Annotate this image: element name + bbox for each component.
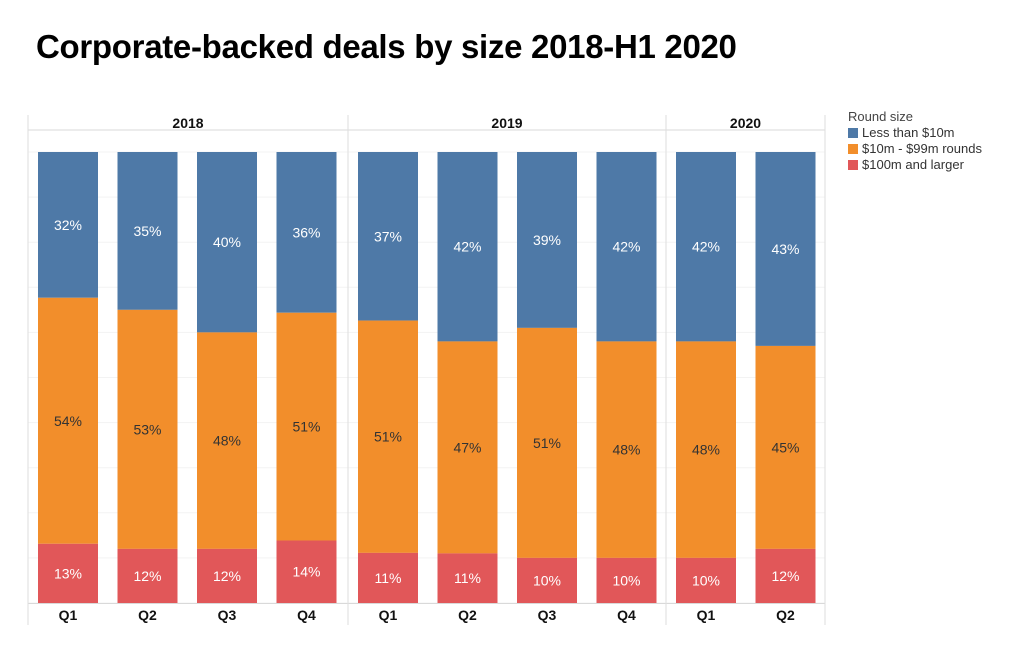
bar-segment-2020-Q2-0 (755, 152, 816, 346)
bar-segment-2020-Q1-0 (676, 152, 736, 342)
data-label-2019-Q2-0: 42% (453, 239, 481, 255)
legend-swatch-large (848, 160, 858, 170)
bar-segment-2018-Q1-0 (38, 152, 98, 298)
legend-swatch-small (848, 128, 858, 138)
data-label-2019-Q4-1: 48% (612, 442, 640, 458)
data-label-2019-Q4-2: 10% (612, 572, 640, 588)
bar-segment-2018-Q1-2 (38, 543, 98, 603)
bar-segment-2018-Q2-0 (117, 152, 178, 310)
x-tick-label-2020-Q2: Q2 (776, 607, 795, 623)
x-tick-label-2018-Q4: Q4 (297, 607, 316, 623)
chart-title: Corporate-backed deals by size 2018-H1 2… (36, 28, 737, 65)
data-label-2018-Q2-2: 12% (133, 568, 161, 584)
bar-segment-2019-Q1-1 (358, 320, 418, 553)
data-label-2018-Q1-2: 13% (54, 565, 82, 581)
legend-item-small[interactable]: Less than $10m (848, 125, 982, 141)
data-label-2018-Q3-1: 48% (213, 433, 241, 449)
data-label-2020-Q2-2: 12% (771, 568, 799, 584)
legend-label-large: $100m and larger (862, 157, 964, 172)
bar-segment-2018-Q4-2 (276, 540, 337, 603)
x-tick-label-2018-Q1: Q1 (59, 607, 78, 623)
data-label-2019-Q2-2: 11% (454, 570, 481, 586)
data-label-2019-Q2-1: 47% (453, 439, 481, 455)
bar-segment-2018-Q2-2 (117, 548, 178, 603)
data-label-2019-Q3-1: 51% (533, 435, 561, 451)
x-tick-label-2020-Q1: Q1 (697, 607, 716, 623)
x-tick-label-2018-Q3: Q3 (218, 607, 237, 623)
data-label-2020-Q1-2: 10% (692, 572, 720, 588)
data-label-2019-Q3-2: 10% (533, 572, 561, 588)
bar-segment-2018-Q3-2 (197, 548, 257, 603)
data-label-2018-Q3-0: 40% (213, 234, 241, 250)
panel-header-2020: 2020 (730, 115, 761, 131)
data-label-2019-Q4-0: 42% (612, 239, 640, 255)
bar-segment-2020-Q1-2 (676, 557, 736, 603)
bar-segment-2018-Q1-1 (38, 297, 98, 544)
bar-segment-2019-Q1-0 (358, 152, 418, 321)
data-label-2018-Q4-1: 51% (292, 419, 320, 435)
bar-segment-2018-Q2-1 (117, 309, 178, 549)
data-label-2019-Q1-1: 51% (374, 429, 402, 445)
bar-segment-2018-Q3-1 (197, 332, 257, 549)
bar-segment-2020-Q2-2 (755, 548, 816, 603)
data-label-2018-Q3-2: 12% (213, 568, 241, 584)
legend-title: Round size (848, 109, 914, 124)
bar-segment-2019-Q4-2 (596, 557, 657, 603)
data-label-2018-Q1-1: 54% (54, 413, 82, 429)
bar-segment-2019-Q2-2 (437, 553, 498, 603)
data-label-2019-Q3-0: 39% (533, 232, 561, 248)
data-label-2019-Q1-0: 37% (374, 228, 402, 244)
data-label-2019-Q1-2: 11% (375, 570, 402, 586)
data-label-2018-Q4-2: 14% (292, 564, 320, 580)
legend-item-medium[interactable]: $10m - $99m rounds (848, 141, 982, 157)
bar-segment-2019-Q4-1 (596, 341, 657, 558)
x-tick-label-2018-Q2: Q2 (138, 607, 157, 623)
panel-header-2018: 2018 (172, 115, 203, 131)
x-tick-label-2019-Q3: Q3 (538, 607, 557, 623)
bar-segment-2019-Q3-1 (517, 327, 577, 558)
bar-segment-2020-Q2-1 (755, 345, 816, 549)
legend-label-medium: $10m - $99m rounds (862, 141, 982, 156)
data-label-2018-Q4-0: 36% (292, 224, 320, 240)
legend: Round size Less than $10m $10m - $99m ro… (848, 109, 982, 173)
bar-segment-2018-Q4-0 (276, 152, 337, 313)
bar-segment-2018-Q4-1 (276, 312, 337, 541)
x-tick-label-2019-Q4: Q4 (617, 607, 636, 623)
legend-swatch-medium (848, 144, 858, 154)
bar-segment-2019-Q3-0 (517, 152, 577, 328)
data-label-2020-Q1-1: 48% (692, 442, 720, 458)
bar-segment-2019-Q1-2 (358, 552, 418, 603)
bar-segment-2019-Q3-2 (517, 557, 577, 603)
x-tick-label-2019-Q2: Q2 (458, 607, 477, 623)
bar-segment-2018-Q3-0 (197, 152, 257, 333)
bar-segment-2019-Q2-1 (437, 341, 498, 554)
data-label-2020-Q1-0: 42% (692, 239, 720, 255)
bar-segment-2019-Q2-0 (437, 152, 498, 342)
legend-item-large[interactable]: $100m and larger (848, 157, 982, 173)
bar-segment-2020-Q1-1 (676, 341, 736, 558)
data-label-2020-Q2-0: 43% (771, 241, 799, 257)
panel-header-2019: 2019 (491, 115, 522, 131)
data-label-2018-Q1-0: 32% (54, 217, 82, 233)
bar-segment-2019-Q4-0 (596, 152, 657, 342)
data-label-2018-Q2-1: 53% (133, 421, 161, 437)
legend-label-small: Less than $10m (862, 125, 955, 140)
x-tick-label-2019-Q1: Q1 (379, 607, 398, 623)
data-label-2020-Q2-1: 45% (771, 439, 799, 455)
data-label-2018-Q2-0: 35% (133, 223, 161, 239)
